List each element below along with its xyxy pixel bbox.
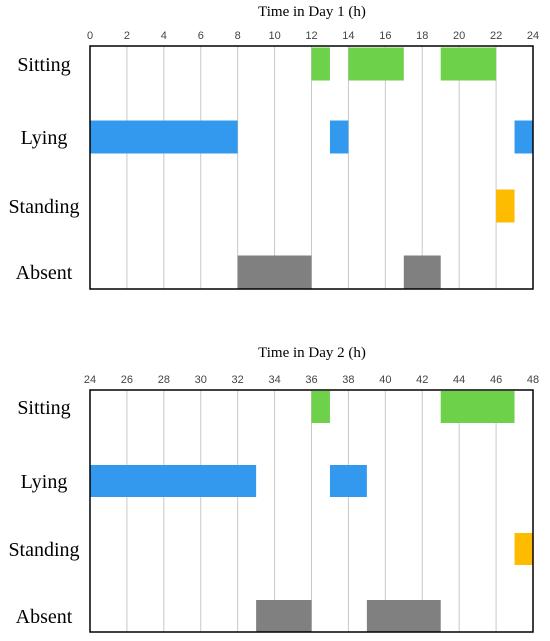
chart-2: 24 26 28 30 32 34 36 38 40 42 44 46 48 Sitting Lying St… (8, 345, 539, 633)
bar-sitting (311, 391, 330, 423)
x-tick-label: 34 (268, 374, 280, 386)
bar-absent (256, 600, 312, 632)
x-tick-label: 24 (527, 30, 539, 42)
x-tick-label: 22 (490, 30, 502, 42)
bar-standing (496, 189, 515, 223)
bar-lying (90, 465, 257, 497)
bar-sitting (440, 391, 515, 423)
x-tick-label: 18 (416, 30, 428, 42)
bar-sitting (311, 47, 330, 81)
x-tick-label: 30 (195, 374, 207, 386)
x-tick-label: 36 (305, 374, 317, 386)
bar-lying (90, 120, 238, 154)
category-label: Lying (21, 471, 68, 493)
bar-standing (514, 533, 533, 565)
x-tick-label: 48 (527, 374, 539, 386)
chart-title: Time in Day 1 (h) (258, 4, 366, 20)
category-label: Absent (16, 262, 73, 284)
x-tick-label: 40 (379, 374, 391, 386)
bar-absent (403, 255, 441, 289)
chart-1: 0 2 4 6 8 10 12 14 16 18 20 22 24SittingLyingStandin… (8, 4, 539, 290)
x-tick-label: 4 (161, 30, 167, 42)
bar-lying (329, 120, 349, 154)
x-tick-label: 0 (87, 30, 93, 42)
x-tick-label: 26 (121, 374, 133, 386)
x-tick-label: 8 (235, 30, 241, 42)
bar-absent (366, 600, 441, 632)
x-tick-label: 16 (379, 30, 391, 42)
x-tick-label: 42 (416, 374, 428, 386)
x-tick-label: 46 (490, 374, 502, 386)
category-label: Sitting (17, 54, 70, 76)
x-tick-label: 44 (453, 374, 465, 386)
x-tick-label: 38 (342, 374, 354, 386)
plot-frame (89, 45, 534, 290)
bar-sitting (440, 47, 497, 81)
category-label: Absent (16, 606, 73, 628)
x-tick-label: 6 (198, 30, 204, 42)
category-label: Lying (21, 127, 68, 149)
bar-lying (329, 465, 367, 497)
category-label: Standing (8, 539, 79, 561)
x-tick-label: 24 (84, 374, 96, 386)
category-label: Sitting (17, 397, 70, 419)
bar-absent (237, 255, 312, 289)
x-tick-label: 10 (268, 30, 280, 42)
x-tick-label: 32 (232, 374, 244, 386)
bar-sitting (348, 47, 404, 81)
bar-lying (514, 120, 533, 154)
x-tick-label: 2 (124, 30, 130, 42)
chart-title: Time in Day 2 (h) (258, 345, 366, 361)
x-tick-label: 20 (453, 30, 465, 42)
plot-frame (89, 389, 534, 633)
category-label: Standing (8, 196, 79, 218)
x-tick-label: 12 (305, 30, 317, 42)
x-tick-label: 14 (342, 30, 354, 42)
x-tick-label: 28 (158, 374, 170, 386)
